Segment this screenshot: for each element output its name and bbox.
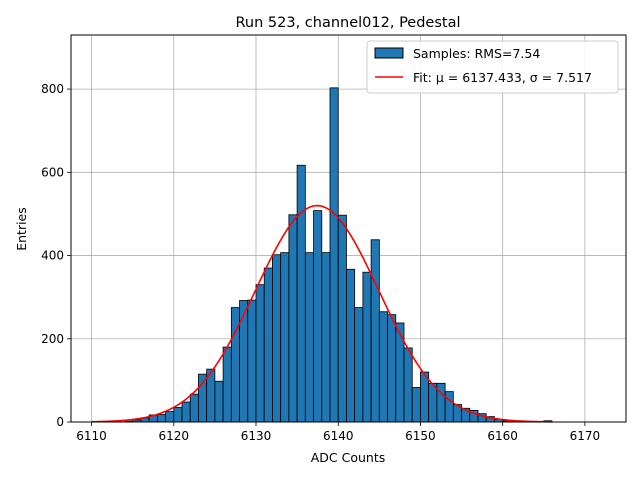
y-tick-label: 200: [41, 332, 64, 346]
histogram-bar: [411, 387, 421, 423]
histogram-bar: [444, 391, 454, 423]
fit-curve: [91, 204, 553, 423]
histogram-bar: [255, 284, 265, 423]
histogram-bar: [247, 299, 257, 423]
x-tick-label: 6150: [405, 429, 436, 443]
histogram-bar: [354, 307, 364, 423]
histogram-bar: [165, 411, 175, 423]
histogram-bar: [346, 268, 356, 423]
histogram-bar: [403, 347, 413, 423]
histogram-bar: [189, 393, 199, 423]
histogram-bar: [272, 254, 282, 423]
x-tick-label: 6120: [159, 429, 190, 443]
chart-title: Run 523, channel012, Pedestal: [235, 15, 460, 31]
histogram-bar: [198, 373, 208, 423]
legend-fit-label: Fit: μ = 6137.433, σ = 7.517: [413, 70, 592, 85]
histogram-bar: [288, 214, 298, 423]
histogram-bar: [362, 271, 372, 423]
x-axis-label: ADC Counts: [311, 450, 386, 465]
y-axis-ticks: 0 200 400 600 800: [41, 82, 71, 429]
x-tick-label: 6130: [241, 429, 272, 443]
histogram-bar: [304, 252, 314, 423]
histogram-bar: [313, 210, 323, 423]
histogram-bar: [239, 300, 249, 423]
histogram-bar: [387, 314, 397, 423]
y-tick-label: 0: [56, 415, 64, 429]
x-axis-ticks: 6110 6120 6130 6140 6150 6160 6170: [76, 422, 600, 443]
x-tick-label: 6110: [76, 429, 107, 443]
histogram-bar: [263, 267, 273, 423]
x-tick-label: 6140: [323, 429, 354, 443]
histogram-bar: [428, 382, 438, 423]
plot-frame: [70, 34, 627, 423]
x-tick-label: 6170: [570, 429, 601, 443]
y-tick-label: 600: [41, 165, 64, 179]
y-axis-label: Entries: [14, 207, 29, 251]
histogram-bar: [296, 164, 306, 423]
y-tick-label: 400: [41, 249, 64, 263]
histogram-bar: [156, 414, 166, 423]
histogram-bar: [337, 214, 347, 423]
histogram-bar: [181, 401, 191, 423]
histogram-bar: [280, 252, 290, 423]
histogram-bar: [329, 87, 339, 423]
legend-histogram-label: Samples: RMS=7.54: [413, 46, 540, 61]
legend-box: [366, 40, 619, 94]
legend-histogram-swatch: [374, 47, 404, 59]
histogram-bar: [222, 346, 232, 423]
histogram-bar: [173, 407, 183, 423]
histogram-bar: [321, 252, 331, 423]
legend: Samples: RMS=7.54 Fit: μ = 6137.433, σ =…: [366, 40, 619, 94]
histogram-bar: [420, 371, 430, 423]
histogram-bar: [378, 311, 388, 423]
y-tick-label: 800: [41, 82, 64, 96]
histogram-bars: [124, 87, 553, 423]
histogram-bar: [214, 380, 224, 423]
histogram-bar: [370, 239, 380, 423]
x-tick-label: 6160: [487, 429, 518, 443]
